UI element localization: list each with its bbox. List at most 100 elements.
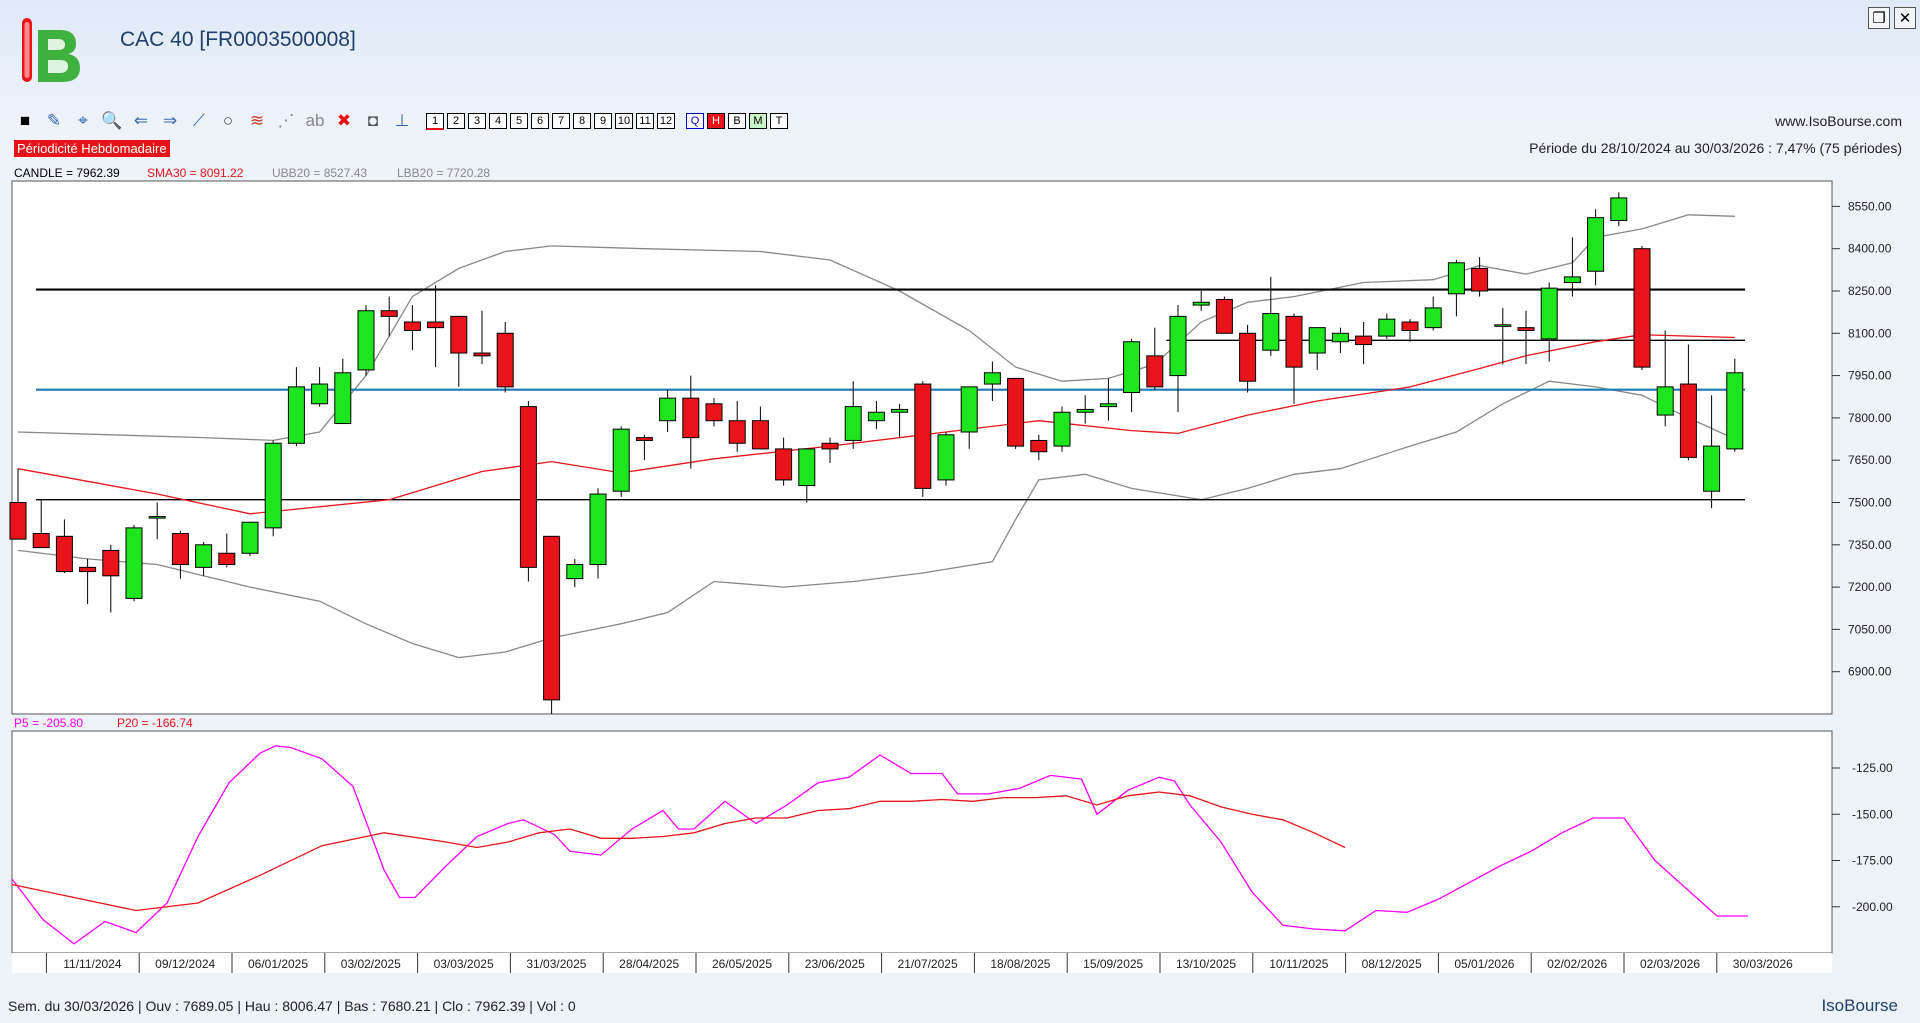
candle-body (728, 420, 746, 444)
timeframe-5-button[interactable]: 5 (510, 113, 528, 129)
timeframe-3-button[interactable]: 3 (468, 113, 486, 129)
candle-body (1285, 315, 1303, 368)
candle (427, 285, 445, 368)
candle (148, 502, 166, 540)
period-T-button[interactable]: T (770, 113, 788, 129)
candle (798, 448, 816, 503)
timeframe-1-button[interactable]: 1 (426, 112, 444, 130)
p20-value: P20 = -166.74 (117, 716, 193, 730)
x-tick-label: 05/01/2026 (1454, 957, 1514, 971)
candle (728, 400, 746, 452)
candle-body (519, 406, 537, 568)
y-tick-label: 7650.00 (1848, 453, 1892, 467)
candle-body (1563, 276, 1581, 284)
candle-body (1262, 313, 1280, 351)
candle (1378, 313, 1396, 339)
restore-button[interactable]: ❐ (1868, 7, 1890, 29)
candle-body (148, 516, 166, 519)
timeframe-8-button[interactable]: 8 (573, 113, 591, 129)
candle (1007, 377, 1025, 449)
candle-body (775, 448, 793, 481)
camera-icon[interactable]: ◘ (367, 111, 379, 130)
period-Q-button[interactable]: Q (686, 113, 704, 129)
candle (1656, 330, 1674, 427)
candle (519, 400, 537, 582)
candle-body (1331, 332, 1349, 343)
candle (1215, 296, 1233, 334)
candle-body (1633, 248, 1651, 368)
y-tick-label: 6900.00 (1848, 665, 1892, 679)
timeframe-9-button[interactable]: 9 (594, 113, 612, 129)
candle-body (821, 442, 839, 450)
candle (1099, 378, 1117, 421)
period-M-button[interactable]: M (749, 113, 767, 129)
lower-bollinger-band (17, 380, 1736, 659)
candle (1239, 324, 1257, 393)
period-H-button[interactable]: H (707, 113, 725, 129)
timeframe-2-button[interactable]: 2 (447, 113, 465, 129)
site-link[interactable]: www.IsoBourse.com (1775, 113, 1902, 129)
close-button[interactable]: ✕ (1894, 7, 1916, 29)
arrow-right-icon[interactable]: ⇒ (162, 111, 178, 130)
footer-brand: IsoBourse (1821, 996, 1898, 1015)
timeframe-10-button[interactable]: 10 (615, 113, 633, 129)
candle-body (635, 437, 653, 441)
candle-body (1703, 445, 1721, 492)
timeframe-7-button[interactable]: 7 (552, 113, 570, 129)
x-tick-label: 15/09/2025 (1083, 957, 1143, 971)
x-tick-label: 28/04/2025 (619, 957, 679, 971)
candle-body (612, 428, 630, 492)
period-B-button[interactable]: B (728, 113, 746, 129)
candle-body (914, 383, 932, 489)
timeframe-4-button[interactable]: 4 (489, 113, 507, 129)
candle-body (1076, 408, 1094, 413)
candle (1053, 406, 1071, 452)
candle (543, 535, 561, 714)
period-range-label: Période du 28/10/2024 au 30/03/2026 : 7,… (1529, 140, 1902, 156)
candle (195, 541, 213, 576)
candle (844, 381, 862, 449)
zoom-icon[interactable]: 🔍 (101, 111, 123, 130)
candle-body (264, 442, 282, 529)
candle (1331, 327, 1349, 354)
timeframe-6-button[interactable]: 6 (531, 113, 549, 129)
candle-body (566, 564, 584, 580)
delete-icon[interactable]: ✖ (336, 111, 352, 130)
text-tool-icon[interactable]: ab (305, 111, 325, 130)
candle-body (380, 310, 398, 317)
candle (1679, 344, 1697, 461)
candle-body (1007, 377, 1025, 447)
candle (937, 431, 955, 486)
x-tick-label: 26/05/2025 (712, 957, 772, 971)
candle (821, 437, 839, 464)
candle-body (171, 533, 189, 566)
candle-body (798, 448, 816, 487)
color-square-icon[interactable]: ■ (19, 111, 31, 130)
candle (1076, 395, 1094, 424)
candle-body (937, 434, 955, 481)
candle-body (1378, 318, 1396, 337)
timeframe-12-button[interactable]: 12 (657, 113, 675, 129)
osc-y-tick-label: -125.00 (1852, 761, 1893, 775)
fibonacci-icon[interactable]: ⋰ (277, 111, 295, 130)
circle-icon[interactable]: ○ (222, 111, 234, 130)
trendline-icon[interactable]: ⟋ (193, 111, 205, 130)
candle-body (891, 408, 909, 413)
candle-body (1517, 327, 1535, 331)
hierarchy-icon[interactable]: ⊥ (394, 111, 410, 130)
candle (380, 296, 398, 337)
sma30-line (17, 334, 1735, 515)
timeframe-11-button[interactable]: 11 (636, 113, 654, 129)
candle-body (1494, 324, 1512, 327)
arrow-left-icon[interactable]: ⇐ (133, 111, 149, 130)
candle-body (311, 383, 329, 405)
x-tick-label: 23/06/2025 (805, 957, 865, 971)
pencil-icon[interactable]: ✎ (46, 111, 62, 130)
candle-body (55, 535, 73, 573)
indicator-icon[interactable]: ≋ (249, 111, 265, 130)
crosshair-icon[interactable]: ⌖ (78, 111, 88, 130)
candle-body (983, 372, 1001, 385)
candle (1447, 259, 1465, 317)
candle (751, 406, 769, 450)
